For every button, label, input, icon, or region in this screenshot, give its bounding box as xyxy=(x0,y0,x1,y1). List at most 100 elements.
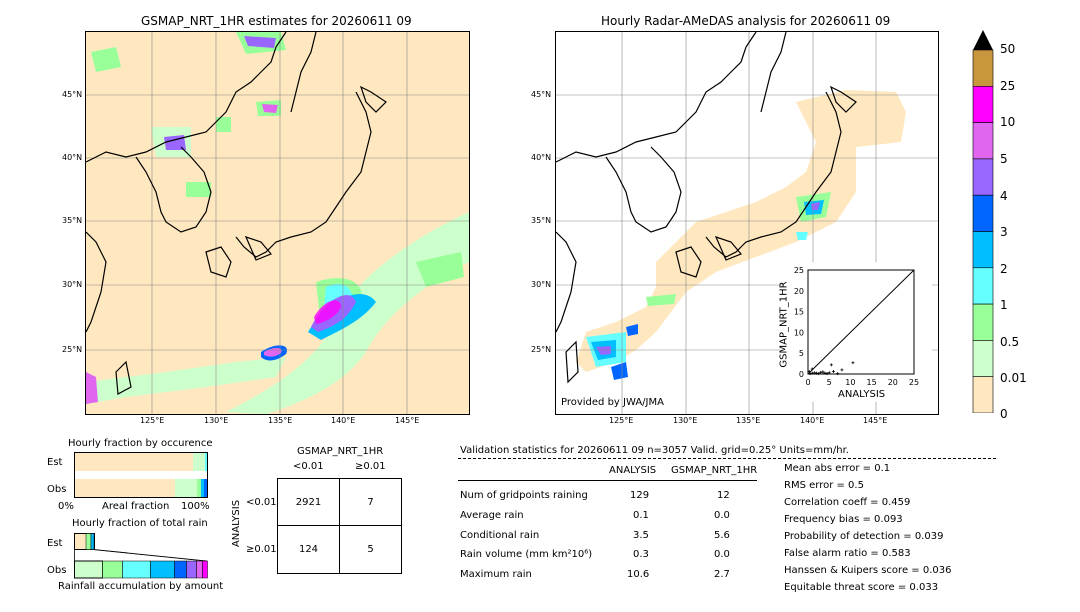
validation-analysis-value: 3.5 xyxy=(633,530,649,541)
left-map-title: GSMAP_NRT_1HR estimates for 20260611 09 xyxy=(141,14,412,28)
scatter-point xyxy=(823,371,827,375)
contingency-title: GSMAP_NRT_1HR xyxy=(297,446,384,457)
right-lat-label: 40°N xyxy=(531,153,552,162)
validation-gsmap-value: 12 xyxy=(717,490,730,501)
colorbar-label: 25 xyxy=(1000,79,1016,93)
validation-score: Frequency bias = 0.093 xyxy=(784,514,903,525)
scatter-y-tick: 15 xyxy=(794,308,804,317)
right-lon-label: 140°E xyxy=(800,416,825,425)
left-lat-label: 25°N xyxy=(62,345,83,354)
colorbar-extend-arrow xyxy=(973,30,993,50)
validation-score: Mean abs error = 0.1 xyxy=(784,463,891,474)
contingency-cell: 2921 xyxy=(277,478,340,526)
contingency-cell: 124 xyxy=(277,525,340,574)
scatter-y-tick: 25 xyxy=(794,266,804,275)
colorbar-label: 10 xyxy=(1000,115,1016,129)
left-lat-label: 45°N xyxy=(62,90,83,99)
validation-score: False alarm ratio = 0.583 xyxy=(784,548,911,559)
validation-row-label: Conditional rain xyxy=(460,530,540,541)
right-map-title: Hourly Radar-AMeDAS analysis for 2026061… xyxy=(601,14,891,28)
validation-row-label: Average rain xyxy=(460,510,524,521)
scatter-x-tick: 5 xyxy=(827,378,832,387)
validation-score: Equitable threat score = 0.033 xyxy=(784,582,939,593)
total-row-est: Est xyxy=(47,538,63,549)
contingency-row-header: <0.01 xyxy=(246,497,277,508)
occurrence-row-est: Est xyxy=(47,457,63,468)
validation-analysis-value: 0.1 xyxy=(633,510,649,521)
right-lon-label: 145°E xyxy=(863,416,888,425)
scatter-point xyxy=(831,370,835,374)
colorbar-label: 5 xyxy=(1000,152,1008,166)
left-lon-label: 135°E xyxy=(268,416,293,425)
validation-analysis-value: 129 xyxy=(630,490,650,501)
validation-score: RMS error = 0.5 xyxy=(784,480,864,491)
validation-analysis-value: 10.6 xyxy=(627,569,650,580)
left-lat-label: 30°N xyxy=(62,280,83,289)
validation-col-header: GSMAP_NRT_1HR xyxy=(671,465,758,476)
scatter-point xyxy=(817,372,821,376)
scatter-ylabel: GSMAP_NRT_1HR xyxy=(778,281,790,368)
validation-gsmap-value: 2.7 xyxy=(714,569,730,580)
scatter-xlabel: ANALYSIS xyxy=(838,389,886,400)
scatter-y-tick: 5 xyxy=(799,349,804,358)
scatter-y-tick: 10 xyxy=(794,328,804,337)
colorbar-segment xyxy=(972,85,994,123)
occurrence-axis-mid: Areal fraction xyxy=(102,501,170,512)
total-axis-label: Rainfall accumulation by amount xyxy=(58,581,224,592)
scatter-point xyxy=(810,367,814,371)
contingency-col-header: ≥0.01 xyxy=(355,461,386,472)
validation-gsmap-value: 0.0 xyxy=(714,510,730,521)
colorbar-segment xyxy=(972,231,994,269)
left-lon-label: 145°E xyxy=(395,416,420,425)
occurrence-row-obs: Obs xyxy=(47,484,67,495)
scatter-y-tick: 20 xyxy=(794,287,804,296)
validation-score: Correlation coeff = 0.459 xyxy=(784,497,911,508)
scatter-point xyxy=(821,370,825,374)
validation-analysis-value: 0.3 xyxy=(633,549,649,560)
validation-row-label: Rain volume (mm km²10⁶) xyxy=(460,549,593,560)
colorbar-segment xyxy=(972,49,994,87)
left-map xyxy=(85,31,470,415)
validation-score: Hanssen & Kuipers score = 0.036 xyxy=(784,565,952,576)
validation-col-header: ANALYSIS xyxy=(609,465,657,476)
colorbar-segment xyxy=(972,303,994,341)
colorbar-label: 2 xyxy=(1000,262,1008,276)
validation-gsmap-value: 5.6 xyxy=(714,530,730,541)
scatter-point xyxy=(825,372,829,376)
validation-col-rule xyxy=(458,480,757,481)
scatter-x-tick: 25 xyxy=(909,378,919,387)
occurrence-title: Hourly fraction by occurence xyxy=(68,438,213,449)
scatter-point xyxy=(808,372,812,376)
scatter-point xyxy=(814,371,818,375)
contingency-row-header: ≥0.01 xyxy=(246,544,277,555)
contingency-row-axis: ANALYSIS xyxy=(231,499,243,548)
colorbar-label: 0 xyxy=(1000,407,1008,421)
validation-header: Validation statistics for 20260611 09 n=… xyxy=(460,445,849,456)
scatter-point xyxy=(812,371,816,375)
colorbar-label: 4 xyxy=(1000,189,1008,203)
scatter-point xyxy=(810,371,814,375)
left-lon-label: 130°E xyxy=(204,416,229,425)
left-lat-label: 40°N xyxy=(62,153,83,162)
left-lon-label: 125°E xyxy=(140,416,165,425)
validation-row-label: Maximum rain xyxy=(460,569,532,580)
colorbar-label: 0.01 xyxy=(1000,371,1027,385)
right-lon-label: 135°E xyxy=(736,416,761,425)
right-lat-label: 30°N xyxy=(531,280,552,289)
scatter-point xyxy=(851,361,855,365)
right-lat-label: 35°N xyxy=(531,216,552,225)
scatter-point xyxy=(807,370,811,374)
colorbar-label: 0.5 xyxy=(1000,335,1020,349)
colorbar-segment xyxy=(972,340,994,377)
validation-score: Probability of detection = 0.039 xyxy=(784,531,944,542)
scatter-point xyxy=(836,372,840,376)
contingency-cell: 5 xyxy=(339,525,402,574)
validation-row-label: Num of gridpoints raining xyxy=(460,490,588,501)
colorbar-segment xyxy=(972,376,994,414)
scatter-y-tick: 0 xyxy=(799,370,804,379)
contingency-col-header: <0.01 xyxy=(293,461,324,472)
scatter-point xyxy=(840,368,844,372)
colorbar-segment xyxy=(972,158,994,196)
validation-header-rule xyxy=(458,458,996,459)
scatter-x-tick: 20 xyxy=(888,378,898,387)
